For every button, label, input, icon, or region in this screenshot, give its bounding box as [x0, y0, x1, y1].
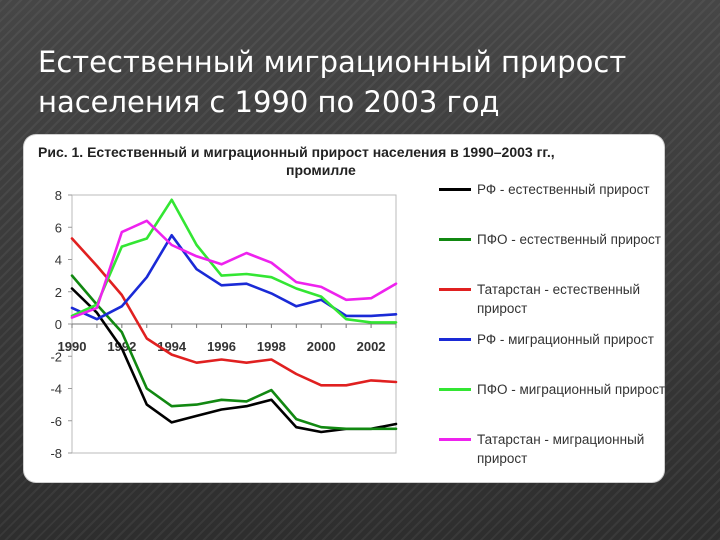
legend-label: Татарстан - миграционный прирост: [477, 432, 645, 466]
chart-title: Рис. 1. Естественный и миграционный прир…: [38, 144, 555, 160]
y-tick-label: -6: [50, 414, 62, 429]
y-tick-label: 6: [55, 220, 62, 235]
series-line-2: [70, 274, 398, 431]
legend-item-6: Татарстан - миграционный прирост: [439, 430, 664, 474]
legend-swatch: [439, 188, 471, 191]
legend-item-3: Татарстан - естественный прирост: [439, 280, 664, 324]
legend-label: ПФО - естественный прирост: [477, 232, 661, 247]
y-tick-label: 2: [55, 285, 62, 300]
legend-swatch: [439, 238, 471, 241]
legend-label: РФ - естественный прирост: [477, 182, 650, 197]
x-tick-label: 1990: [58, 339, 87, 354]
legend-label: ПФО - миграционный прирост: [477, 382, 666, 397]
legend-item-2: ПФО - естественный прирост: [439, 230, 664, 274]
legend-swatch: [439, 288, 471, 291]
legend-item-1: РФ - естественный прирост: [439, 180, 664, 224]
x-tick-label: 1996: [207, 339, 236, 354]
slide-title-line-1: Естественный миграционный прирост: [38, 45, 627, 79]
x-tick-label: 1998: [257, 339, 286, 354]
y-tick-label: -4: [50, 382, 62, 397]
legend-item-4: РФ - миграционный прирост: [439, 330, 664, 374]
series-line-6: [70, 219, 398, 319]
legend-label: Татарстан - естественный прирост: [477, 282, 641, 316]
x-tick-label: 2000: [307, 339, 336, 354]
chart-subtitle: промилле: [286, 162, 356, 178]
y-tick-label: 0: [55, 317, 62, 332]
slide-title-line-2: населения с 1990 по 2003 год: [38, 85, 500, 119]
series-line-5: [70, 198, 398, 324]
y-tick-label: 4: [55, 253, 62, 268]
chart-card: Рис. 1. Естественный и миграционный прир…: [24, 135, 666, 482]
legend-swatch: [439, 438, 471, 441]
legend-label: РФ - миграционный прирост: [477, 332, 654, 347]
y-tick-label: -2: [50, 349, 62, 364]
legend-swatch: [439, 338, 471, 341]
legend-swatch: [439, 388, 471, 391]
series-line-4: [70, 234, 398, 321]
legend-item-5: ПФО - миграционный прирост: [439, 380, 666, 424]
x-tick-label: 2002: [357, 339, 386, 354]
y-tick-label: -8: [50, 446, 62, 461]
y-tick-label: 8: [55, 188, 62, 203]
x-tick-label: 1994: [157, 339, 187, 354]
slide-title: Естественный миграционный прирост населе…: [38, 42, 698, 122]
series-line-3: [70, 237, 398, 387]
